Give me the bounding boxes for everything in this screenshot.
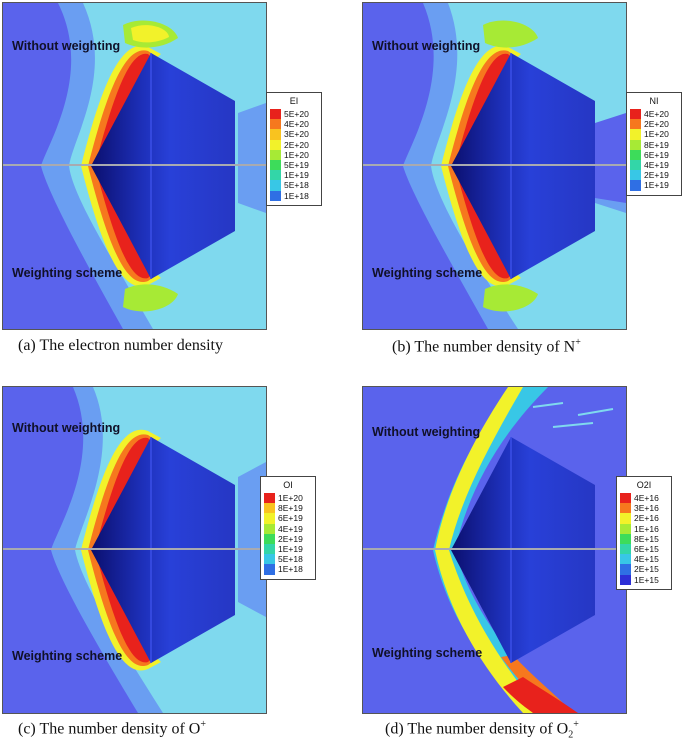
panel-c-legend: OI 1E+20 8E+19 6E+19 4E+19 2E+19 1E+19 5…: [260, 476, 316, 580]
legend-level: 5E+20: [284, 109, 309, 120]
panel-b-legend: NI 4E+20 2E+20 1E+20 8E+19 6E+19 4E+19 2…: [626, 92, 682, 196]
top-half-label: Without weighting: [12, 39, 121, 53]
panel-c-contour: [51, 387, 266, 713]
legend-title: O2I: [636, 480, 652, 490]
legend-level: 8E+15: [634, 533, 659, 544]
panel-d-contour-plot: Without weighting Weighting scheme: [362, 386, 627, 714]
legend-level: 1E+20: [278, 493, 303, 504]
panel-d-caption: (d) The number density of O2+: [385, 719, 579, 741]
top-half-label: Without weighting: [372, 425, 481, 439]
legend-level: 4E+20: [284, 119, 309, 130]
panel-b-caption: (b) The number density of N+: [392, 337, 581, 356]
legend-level: 2E+15: [634, 564, 659, 575]
bottom-half-label: Weighting scheme: [372, 266, 483, 280]
legend-level: 5E+19: [284, 160, 309, 171]
panel-c-caption: (c) The number density of O+: [18, 719, 206, 738]
symmetry-divider-line: [3, 548, 266, 550]
legend-level: 1E+19: [284, 170, 309, 181]
legend-level: 2E+20: [644, 119, 669, 130]
symmetry-divider-line: [363, 548, 626, 550]
panel-d-legend: O2I 4E+16 3E+16 2E+16 1E+16 8E+15 6E+15 …: [616, 476, 672, 590]
panel-b-contour-plot: Without weighting Weighting scheme: [362, 2, 627, 330]
panel-c-contour-plot: Without weighting Weighting scheme: [2, 386, 267, 714]
legend-level: 2E+20: [284, 139, 309, 150]
legend-title: NI: [649, 96, 659, 106]
bottom-half-label: Weighting scheme: [372, 646, 483, 660]
panel-b-contour: [403, 3, 626, 329]
symmetry-divider-line: [363, 164, 626, 166]
legend-level: 1E+15: [634, 574, 659, 585]
legend-level: 2E+19: [644, 170, 669, 181]
legend-level: 1E+20: [644, 129, 669, 140]
panel-a-caption: (a) The electron number density: [18, 337, 223, 354]
legend-title: EI: [289, 96, 299, 106]
bottom-half-label: Weighting scheme: [12, 649, 123, 663]
legend-level: 6E+19: [278, 513, 303, 524]
legend-level: 1E+19: [278, 544, 303, 555]
legend-level: 3E+20: [284, 129, 309, 140]
legend-level: 4E+16: [634, 493, 659, 504]
legend-title: OI: [283, 480, 293, 490]
legend-level: 6E+19: [644, 149, 669, 160]
legend-level: 4E+15: [634, 554, 659, 565]
legend-level: 4E+20: [644, 109, 669, 120]
legend-level: 4E+19: [278, 523, 303, 534]
panel-a-contour-plot: Without weighting Weighting scheme: [2, 2, 267, 330]
bottom-half-label: Weighting scheme: [12, 266, 123, 280]
legend-level: 5E+18: [284, 180, 309, 191]
legend-level: 5E+18: [278, 554, 303, 565]
legend-level: 2E+19: [278, 533, 303, 544]
panel-a-legend: EI 5E+20 4E+20 3E+20 2E+20 1E+20 5E+19 1…: [266, 92, 322, 206]
top-half-label: Without weighting: [372, 39, 481, 53]
legend-level: 8E+19: [644, 139, 669, 150]
legend-level: 6E+15: [634, 544, 659, 555]
panel-d-contour: [433, 387, 614, 713]
panel-a-contour: [41, 3, 266, 329]
legend-level: 8E+19: [278, 503, 303, 514]
legend-level: 1E+18: [284, 190, 309, 201]
legend-level: 4E+19: [644, 160, 669, 171]
symmetry-divider-line: [3, 164, 266, 166]
legend-level: 1E+18: [278, 564, 303, 575]
top-half-label: Without weighting: [12, 421, 121, 435]
legend-level: 3E+16: [634, 503, 659, 514]
legend-level: 2E+16: [634, 513, 659, 524]
legend-level: 1E+19: [644, 180, 669, 191]
legend-level: 1E+20: [284, 149, 309, 160]
legend-level: 1E+16: [634, 523, 659, 534]
